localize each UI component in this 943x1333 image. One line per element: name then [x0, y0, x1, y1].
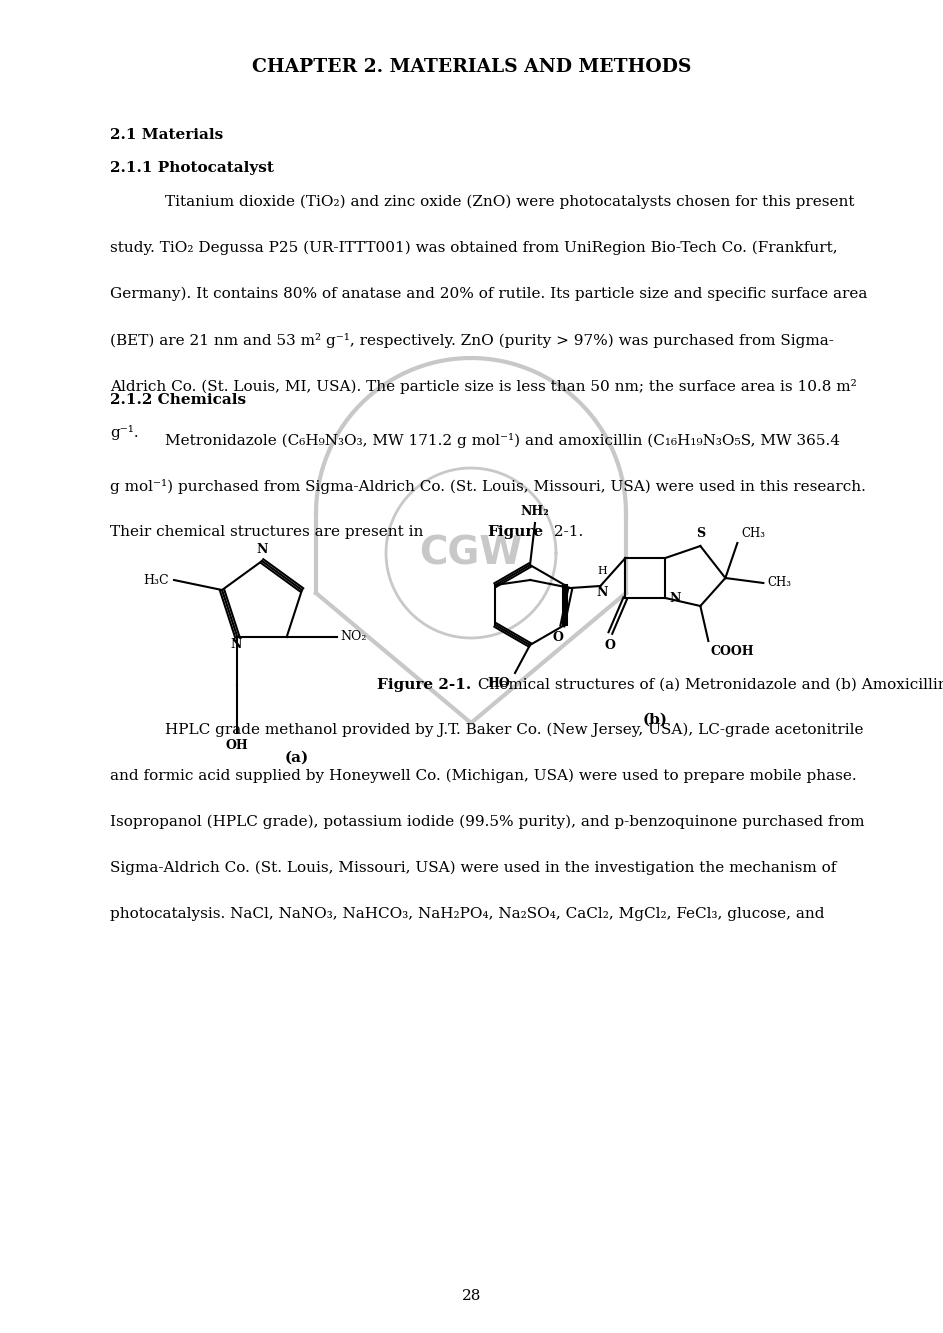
Text: CH₃: CH₃ — [768, 576, 791, 589]
Text: 28: 28 — [462, 1289, 481, 1302]
Text: Figure: Figure — [488, 525, 543, 539]
Text: N: N — [231, 639, 242, 651]
Text: O: O — [553, 631, 564, 644]
Text: COOH: COOH — [710, 645, 754, 659]
Text: g mol⁻¹) purchased from Sigma-Aldrich Co. (St. Louis, Missouri, USA) were used i: g mol⁻¹) purchased from Sigma-Aldrich Co… — [110, 479, 866, 495]
Text: Titanium dioxide (TiO₂) and zinc oxide (ZnO) were photocatalysts chosen for this: Titanium dioxide (TiO₂) and zinc oxide (… — [165, 195, 854, 209]
Text: H₃C: H₃C — [143, 573, 169, 587]
Text: (BET) are 21 nm and 53 m² g⁻¹, respectively. ZnO (purity > 97%) was purchased fr: (BET) are 21 nm and 53 m² g⁻¹, respectiv… — [110, 333, 834, 348]
Text: Sigma-Aldrich Co. (St. Louis, Missouri, USA) were used in the investigation the : Sigma-Aldrich Co. (St. Louis, Missouri, … — [110, 861, 836, 876]
Text: Figure 2-1.: Figure 2-1. — [377, 678, 472, 692]
Text: N: N — [670, 592, 681, 604]
Text: Metronidazole (C₆H₉N₃O₃, MW 171.2 g mol⁻¹) and amoxicillin (C₁₆H₁₉N₃O₅S, MW 365.: Metronidazole (C₆H₉N₃O₃, MW 171.2 g mol⁻… — [165, 433, 840, 448]
Text: NO₂: NO₂ — [340, 631, 367, 644]
Text: study. TiO₂ Degussa P25 (UR-ITTT001) was obtained from UniRegion Bio-Tech Co. (F: study. TiO₂ Degussa P25 (UR-ITTT001) was… — [110, 241, 837, 256]
Text: O: O — [604, 639, 616, 652]
Text: (b): (b) — [642, 713, 668, 726]
Text: CHAPTER 2. MATERIALS AND METHODS: CHAPTER 2. MATERIALS AND METHODS — [252, 59, 691, 76]
Text: OH: OH — [226, 738, 249, 752]
Text: g⁻¹.: g⁻¹. — [110, 425, 139, 440]
Text: (a): (a) — [285, 750, 309, 765]
Text: CH₃: CH₃ — [741, 527, 766, 540]
Text: 2-1.: 2-1. — [549, 525, 584, 539]
Text: CGW: CGW — [420, 535, 522, 572]
Text: N: N — [597, 587, 608, 599]
Text: and formic acid supplied by Honeywell Co. (Michigan, USA) were used to prepare m: and formic acid supplied by Honeywell Co… — [110, 769, 856, 784]
Text: photocatalysis. NaCl, NaNO₃, NaHCO₃, NaH₂PO₄, Na₂SO₄, CaCl₂, MgCl₂, FeCl₃, gluco: photocatalysis. NaCl, NaNO₃, NaHCO₃, NaH… — [110, 906, 824, 921]
Text: Aldrich Co. (St. Louis, MI, USA). The particle size is less than 50 nm; the surf: Aldrich Co. (St. Louis, MI, USA). The pa… — [110, 379, 857, 395]
Text: HO: HO — [488, 677, 510, 690]
Text: S: S — [696, 527, 705, 540]
Text: N: N — [256, 543, 268, 556]
Text: 2.1.2 Chemicals: 2.1.2 Chemicals — [110, 393, 246, 407]
Text: NH₂: NH₂ — [521, 505, 550, 519]
Text: HPLC grade methanol provided by J.T. Baker Co. (New Jersey, USA), LC-grade aceto: HPLC grade methanol provided by J.T. Bak… — [165, 722, 864, 737]
Text: Isopropanol (HPLC grade), potassium iodide (99.5% purity), and p-benzoquinone pu: Isopropanol (HPLC grade), potassium iodi… — [110, 814, 865, 829]
Text: Their chemical structures are present in: Their chemical structures are present in — [110, 525, 428, 539]
Text: 2.1.1 Photocatalyst: 2.1.1 Photocatalyst — [110, 161, 273, 175]
Text: H: H — [598, 567, 607, 576]
Text: 2.1 Materials: 2.1 Materials — [110, 128, 223, 143]
Text: Germany). It contains 80% of anatase and 20% of rutile. Its particle size and sp: Germany). It contains 80% of anatase and… — [110, 287, 868, 301]
Text: Chemical structures of (a) Metronidazole and (b) Amoxicillin: Chemical structures of (a) Metronidazole… — [473, 678, 943, 692]
